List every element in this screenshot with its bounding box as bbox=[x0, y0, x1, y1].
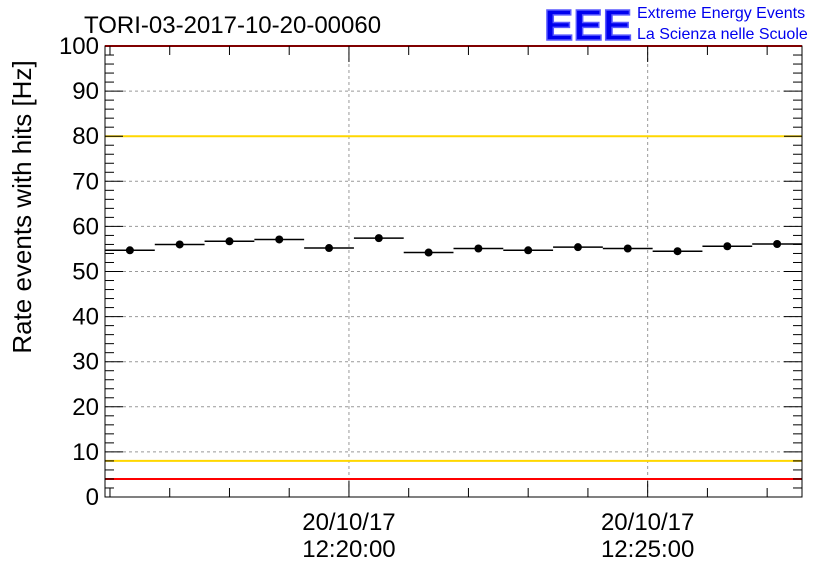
data-point bbox=[424, 248, 433, 257]
data-point bbox=[175, 240, 184, 249]
data-point bbox=[723, 242, 732, 251]
data-point bbox=[225, 237, 234, 246]
x-tick-date-label: 20/10/17 bbox=[601, 509, 694, 536]
data-point bbox=[573, 243, 582, 252]
y-ticks: 0 10 20 30 40 50 60 70 80 90 100 bbox=[59, 33, 802, 511]
y-tick-label: 60 bbox=[72, 213, 99, 240]
x-tick-time-label: 12:25:00 bbox=[601, 536, 694, 563]
data-point bbox=[773, 239, 782, 248]
y-tick-label: 90 bbox=[72, 78, 99, 105]
data-point bbox=[524, 246, 533, 255]
x-tick-date-label: 20/10/17 bbox=[302, 509, 395, 536]
x-tick-time-label: 12:20:00 bbox=[302, 536, 395, 563]
y-axis-label: Rate events with hits [Hz] bbox=[7, 60, 37, 353]
data-point bbox=[673, 247, 682, 256]
chart-title: TORI-03-2017-10-20-00060 bbox=[84, 12, 381, 39]
reference-lines bbox=[105, 45, 802, 480]
eee-logo-line1: Extreme Energy Events bbox=[637, 5, 805, 22]
y-tick-label: 80 bbox=[72, 123, 99, 150]
eee-logo: EEE Extreme Energy Events La Scienza nel… bbox=[543, 0, 808, 51]
data-point bbox=[125, 246, 134, 255]
y-tick-label: 20 bbox=[72, 394, 99, 421]
data-point bbox=[325, 244, 334, 253]
data-point bbox=[474, 244, 483, 253]
y-tick-label: 50 bbox=[72, 259, 99, 286]
data-point bbox=[275, 235, 284, 244]
data-point bbox=[374, 234, 383, 243]
y-tick-label: 40 bbox=[72, 304, 99, 331]
y-tick-label: 100 bbox=[59, 33, 99, 60]
eee-logo-line2: La Scienza nelle Scuole bbox=[637, 26, 808, 43]
y-tick-label: 30 bbox=[72, 349, 99, 376]
y-tick-label: 10 bbox=[72, 439, 99, 466]
data-point bbox=[623, 244, 632, 253]
grid bbox=[105, 46, 802, 497]
eee-logo-mark: EEE bbox=[544, 1, 632, 50]
y-tick-label: 0 bbox=[86, 484, 99, 511]
y-tick-label: 70 bbox=[72, 168, 99, 195]
data-points bbox=[105, 234, 802, 257]
